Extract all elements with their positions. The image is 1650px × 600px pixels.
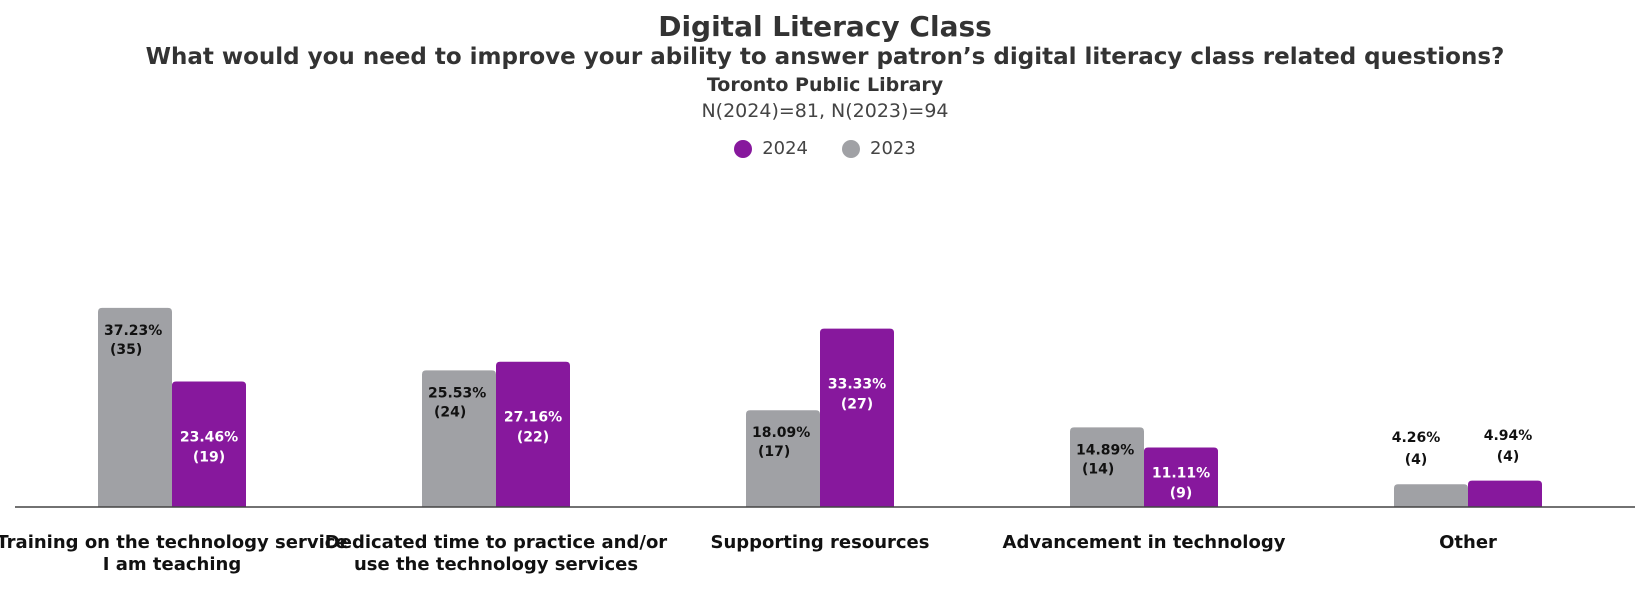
category-label: Supporting resources [711,532,930,553]
data-label-count-2023: (17) [758,444,790,460]
data-label-2024: 11.11% [1152,465,1210,481]
category-label: Dedicated time to practice and/or [325,532,668,553]
data-label-count-2023: (24) [434,404,466,420]
chart-legend: 2024 2023 [0,138,1650,159]
category-label: Training on the technology service [0,532,348,553]
bar-2024 [820,328,894,507]
bar-2024 [172,381,246,507]
data-label-count-2024: (4) [1497,449,1520,465]
category-label: Other [1439,532,1497,553]
data-label-count-2024: (19) [193,449,225,465]
legend-marker-2024 [734,139,753,158]
data-label-2024: 27.16% [504,410,562,426]
data-label-count-2023: (4) [1405,452,1428,468]
data-label-2023: 37.23% [104,323,162,339]
data-label-2024: 33.33% [828,377,886,393]
data-label-count-2023: (14) [1082,461,1114,477]
bar-2024 [1468,480,1542,507]
data-label-2023: 18.09% [752,425,810,441]
bar-2023 [422,370,496,507]
data-label-2024: 4.94% [1484,428,1533,444]
category-label: Advancement in technology [1003,532,1286,553]
legend-item-2024[interactable]: 2024 [734,138,808,159]
bar-2023 [746,410,820,507]
data-label-2023: 25.53% [428,385,486,401]
category-label: I am teaching [103,554,241,575]
chart-title: Digital Literacy Class [658,10,992,43]
data-label-2024: 23.46% [180,429,238,445]
bar-2023 [98,307,172,507]
legend-label-2023: 2023 [870,138,916,159]
bar-2024 [496,361,570,507]
data-label-count-2024: (27) [841,397,873,413]
bar-2023 [1394,484,1468,507]
data-label-count-2023: (35) [110,342,142,358]
data-label-count-2024: (9) [1170,485,1193,501]
category-label: use the technology services [354,554,638,575]
legend-marker-2023 [842,139,860,158]
legend-item-2023[interactable]: 2023 [842,138,916,159]
legend-label-2024: 2024 [762,138,808,159]
bar-2023 [1070,427,1144,507]
chart-subtitle: What would you need to improve your abil… [145,44,1505,70]
data-label-2023: 4.26% [1392,430,1441,446]
sample-size: N(2024)=81, N(2023)=94 [701,100,949,122]
data-label-count-2024: (22) [517,430,549,446]
organization-name: Toronto Public Library [706,74,944,96]
data-label-2023: 14.89% [1076,442,1134,458]
bar-2024 [1144,447,1218,507]
